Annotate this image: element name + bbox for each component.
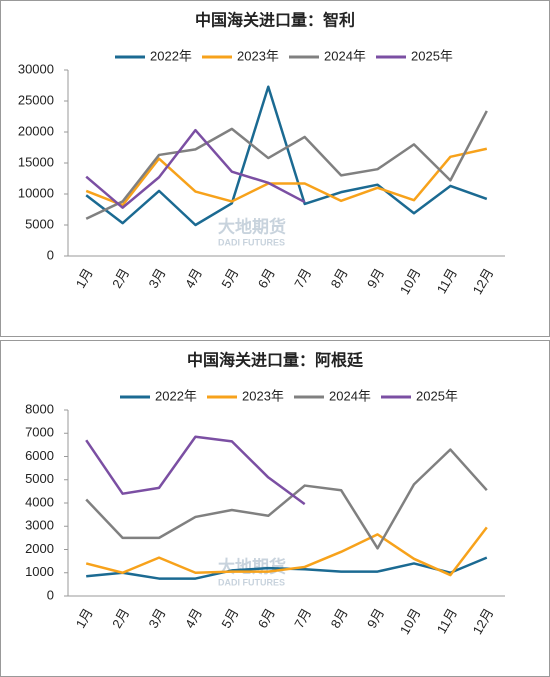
y-tick-label: 6000 [25,448,54,463]
legend-label: 2024年 [324,48,366,63]
legend-label: 2023年 [242,388,284,403]
legend-label: 2025年 [411,48,453,63]
panel [0,340,550,677]
y-tick-label: 20000 [18,123,54,138]
legend-label: 2022年 [150,48,192,63]
y-tick-label: 15000 [18,154,54,169]
series-line [85,128,306,209]
y-tick-label: 1000 [25,564,54,579]
y-tick-label: 3000 [25,518,54,533]
watermark: DADI FUTURES [218,577,285,587]
y-tick-label: 10000 [18,185,54,200]
y-tick-label: 30000 [18,61,54,76]
watermark: DADI FUTURES [218,237,285,247]
y-tick-label: 4000 [25,494,54,509]
y-tick-label: 7000 [25,425,54,440]
series-line [85,110,488,220]
y-tick-label: 5000 [25,471,54,486]
series-line [85,526,488,577]
series-line [85,85,488,227]
legend-label: 2024年 [329,388,371,403]
series-line [85,147,488,207]
legend-label: 2025年 [416,388,458,403]
chart-title: 中国海关进口量：阿根廷 [187,351,364,370]
watermark: 大地期货 [218,216,286,236]
legend-label: 2023年 [237,48,279,63]
legend-label: 2022年 [155,388,197,403]
y-tick-label: 0 [47,587,54,602]
watermark: 大地期货 [218,556,286,576]
y-tick-label: 5000 [25,216,54,231]
series-line [85,448,488,550]
y-tick-label: 2000 [25,541,54,556]
series-line [85,435,306,506]
chart-title: 中国海关进口量：智利 [195,11,355,30]
y-tick-label: 0 [47,247,54,262]
y-tick-label: 25000 [18,92,54,107]
y-tick-label: 8000 [25,401,54,416]
